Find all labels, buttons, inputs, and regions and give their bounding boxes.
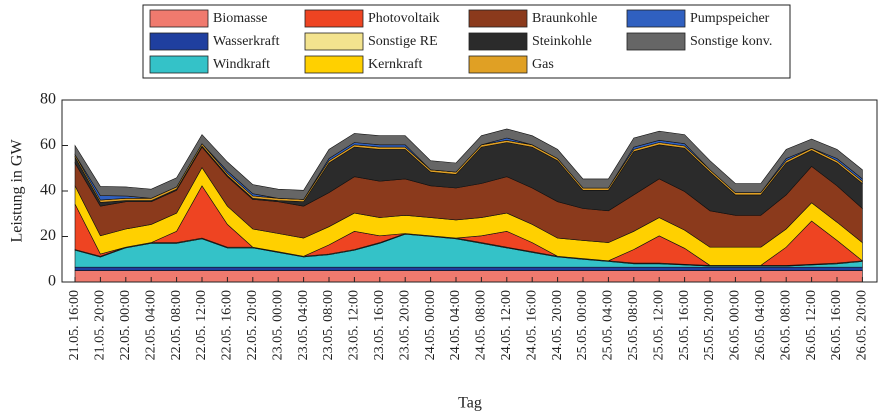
x-tick-label: 22.05. 12:00 — [194, 290, 209, 360]
x-tick-label: 25.05. 08:00 — [626, 290, 641, 360]
x-axis-label: Tag — [458, 395, 482, 412]
x-tick-label: 24.05. 20:00 — [550, 290, 565, 360]
x-tick-label: 24.05. 12:00 — [499, 290, 514, 360]
x-tick-label: 25.05. 04:00 — [601, 290, 616, 360]
x-tick-label: 23.05. 04:00 — [296, 290, 311, 360]
legend-swatch — [304, 55, 364, 74]
legend-swatch — [149, 32, 209, 51]
legend-label: Biomasse — [213, 11, 267, 26]
legend-label: Photovoltaik — [368, 11, 440, 26]
x-tick-label: 24.05. 16:00 — [524, 290, 539, 360]
legend-swatch — [626, 9, 686, 28]
x-tick-label: 22.05. 08:00 — [169, 290, 184, 360]
area — [74, 266, 863, 271]
x-tick-label: 24.05. 00:00 — [423, 290, 438, 360]
legend-swatch — [304, 9, 364, 28]
x-tick-label: 23.05. 20:00 — [397, 290, 412, 360]
y-tick-label: 0 — [48, 273, 56, 290]
legend-label: Windkraft — [213, 57, 270, 72]
legend-label: Braunkohle — [532, 11, 597, 26]
legend-label: Sonstige konv. — [690, 34, 772, 49]
x-tick-label: 25.05. 16:00 — [677, 290, 692, 360]
legend-swatch — [149, 55, 209, 74]
legend-label: Wasserkraft — [213, 34, 280, 49]
legend-swatch — [468, 9, 528, 28]
y-tick-label: 20 — [40, 227, 56, 244]
x-tick-label: 24.05. 08:00 — [474, 290, 489, 360]
legend-label: Gas — [532, 57, 554, 72]
x-tick-label: 22.05. 20:00 — [245, 290, 260, 360]
legend-label: Kernkraft — [368, 57, 423, 72]
x-tick-label: 21.05. 20:00 — [93, 290, 108, 360]
x-tick-label: 26.05. 04:00 — [753, 290, 768, 360]
legend-swatch — [468, 55, 528, 74]
legend-swatch — [626, 32, 686, 51]
x-tick-label: 26.05. 12:00 — [804, 290, 819, 360]
legend-swatch — [468, 32, 528, 51]
x-tick-label: 25.05. 20:00 — [702, 290, 717, 360]
y-tick-label: 80 — [40, 91, 56, 108]
x-tick-label: 26.05. 16:00 — [829, 290, 844, 360]
x-tick-label: 25.05. 00:00 — [575, 290, 590, 360]
x-tick-label: 26.05. 20:00 — [855, 290, 870, 360]
x-tick-label: 23.05. 08:00 — [321, 290, 336, 360]
legend-swatch — [304, 32, 364, 51]
x-tick-label: 22.05. 16:00 — [220, 290, 235, 360]
area — [74, 270, 863, 283]
legend-label: Sonstige RE — [368, 34, 438, 49]
area — [74, 128, 863, 200]
x-tick-label: 22.05. 00:00 — [118, 290, 133, 360]
x-tick-label: 25.05. 12:00 — [651, 290, 666, 360]
x-tick-label: 24.05. 04:00 — [448, 290, 463, 360]
x-tick-label: 23.05. 16:00 — [372, 290, 387, 360]
x-tick-label: 21.05. 16:00 — [67, 290, 82, 360]
legend-swatch — [149, 9, 209, 28]
x-tick-label: 26.05. 00:00 — [728, 290, 743, 360]
legend-label: Pumpspeicher — [690, 11, 770, 26]
x-tick-label: 22.05. 04:00 — [143, 290, 158, 360]
legend-label: Steinkohle — [532, 34, 592, 49]
x-tick-label: 23.05. 12:00 — [347, 290, 362, 360]
y-tick-label: 40 — [40, 182, 56, 199]
x-tick-label: 26.05. 08:00 — [778, 290, 793, 360]
y-tick-label: 60 — [40, 136, 56, 153]
y-axis-label: Leistung in GW — [9, 139, 26, 243]
x-tick-label: 23.05. 00:00 — [270, 290, 285, 360]
